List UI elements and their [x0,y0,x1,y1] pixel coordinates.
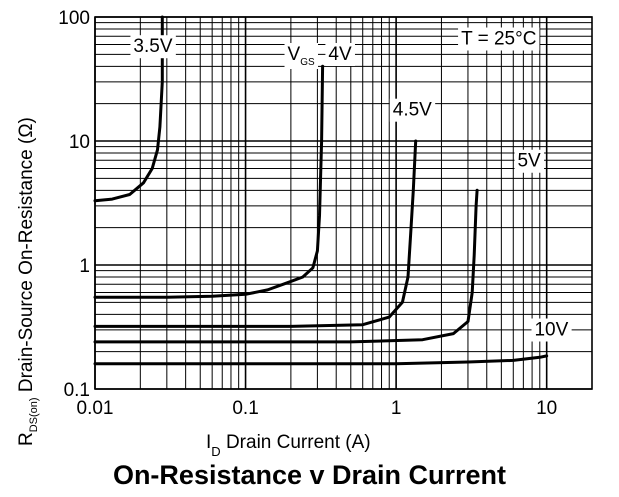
x-tick-label: 1 [391,398,402,419]
y-tick-label: 0.1 [64,380,90,401]
x-axis-subscript: D [211,444,220,459]
temperature-annotation-background [458,27,540,51]
series-4-5vcurve [93,139,418,328]
series-label-4-5v: 4.5V [389,98,436,122]
chart-title: On-Resistance v Drain Current [112,460,507,490]
series-4vcurve [93,64,325,299]
temperature-annotation: T = 25°C [458,27,540,51]
series-label-10v-background [531,318,572,342]
x-axis-symbol: I [206,432,211,453]
series-10vcurve [93,354,549,366]
x-tick-label: 10 [536,398,557,419]
y-tick-label: 100 [58,8,90,29]
grid [94,16,593,390]
vgs-label-background [284,43,318,70]
x-axis-label: Drain Current (A) [226,432,371,453]
x-tick-label: 0.1 [232,398,258,419]
curves [93,15,549,366]
y-axis-title: RDS(on) Drain-Source On-Resistance (Ω) [16,117,40,446]
svg-text:VGS: VGS [288,44,315,68]
svg-text:ID Drain Current (A): ID Drain Current (A) [206,432,371,459]
y-tick-label: 1 [79,256,90,277]
plot-frame [94,16,593,390]
series-label-5v-background [514,149,545,173]
y-axis-subscript: DS(on) [28,397,40,432]
x-axis-title: ID Drain Current (A) [206,432,371,459]
svg-text:RDS(on) Drain-Source On-Resist: RDS(on) Drain-Source On-Resistance (Ω) [16,117,40,446]
series-label-4v-background [325,43,355,67]
svg-text:3.5V: 3.5V [133,36,172,57]
series-3-5vcurve [93,15,164,203]
series-5vcurve [93,188,479,344]
svg-text:4.5V: 4.5V [393,100,432,121]
y-axis-label: Drain-Source On-Resistance (Ω) [16,117,37,392]
svg-text:5V: 5V [517,151,541,172]
series-labels: 3.5V 4V 4.5V 5V 10V VGS T = 25°C [130,27,572,342]
svg-text:T = 25°C: T = 25°C [461,29,536,50]
vgs-label: VGS [284,43,318,70]
series-label-3-5v: 3.5V [130,35,176,59]
svg-text:4V: 4V [328,44,352,65]
series-label-10v: 10V [531,318,572,342]
x-tick-label: 0.01 [77,398,114,419]
svg-text:10V: 10V [534,320,568,341]
series-label-4v: 4V [325,43,355,67]
y-axis-symbol: R [16,432,37,446]
series-label-5v: 5V [514,149,545,173]
y-tick-label: 10 [69,132,90,153]
series-label-4-5v-background [389,98,436,122]
series-label-3-5v-background [130,35,176,59]
